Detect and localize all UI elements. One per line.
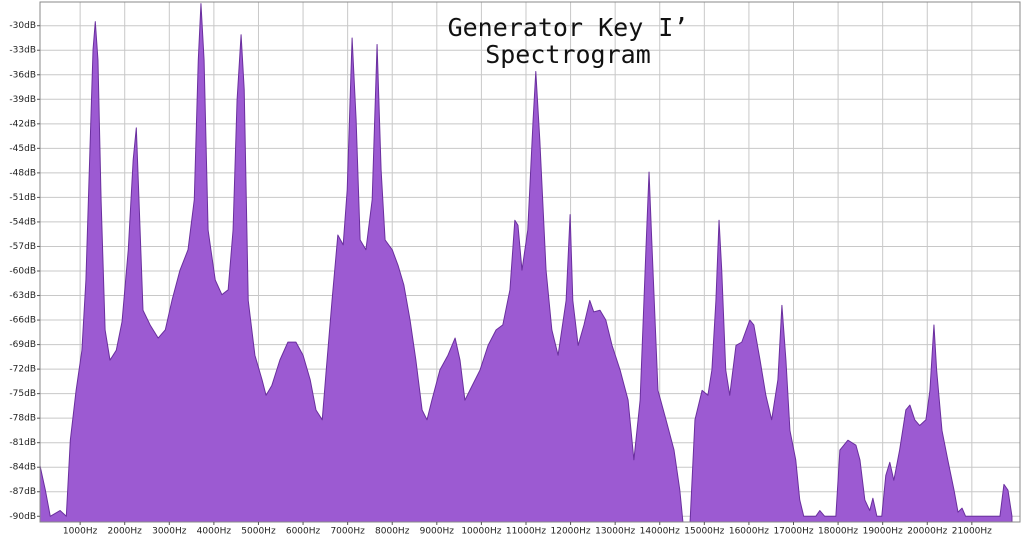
- x-tick-label: 12000Hz: [551, 527, 591, 537]
- y-tick-label: -36dB: [9, 70, 36, 80]
- y-tick-label: -87dB: [9, 487, 36, 497]
- y-tick-label: -51dB: [9, 193, 36, 203]
- y-tick-label: -45dB: [9, 144, 36, 154]
- y-tick-label: -63dB: [9, 291, 36, 301]
- y-tick-label: -60dB: [9, 266, 36, 276]
- y-tick-label: -69dB: [9, 340, 36, 350]
- y-tick-label: -75dB: [9, 389, 36, 399]
- y-tick-label: -81dB: [9, 438, 36, 448]
- y-tick-label: -39dB: [9, 95, 36, 105]
- x-tick-label: 8000Hz: [375, 527, 410, 537]
- x-tick-label: 11000Hz: [506, 527, 546, 537]
- y-tick-label: -57dB: [9, 242, 36, 252]
- spectrum-area: [39, 3, 1013, 523]
- x-tick-label: 5000Hz: [241, 527, 276, 537]
- y-tick-label: -42dB: [9, 119, 36, 129]
- y-tick-label: -33dB: [9, 46, 36, 56]
- y-tick-label: -84dB: [9, 463, 36, 473]
- chart-title: Spectrogram: [485, 40, 651, 69]
- y-tick-label: -66dB: [9, 316, 36, 326]
- x-tick-label: 7000Hz: [330, 527, 365, 537]
- x-tick-label: 20000Hz: [907, 527, 947, 537]
- chart-title: Generator Key I’: [448, 13, 689, 42]
- x-tick-label: 2000Hz: [108, 527, 143, 537]
- x-tick-label: 4000Hz: [197, 527, 232, 537]
- x-tick-label: 13000Hz: [595, 527, 635, 537]
- x-tick-label: 1000Hz: [63, 527, 98, 537]
- marks: [39, 3, 1013, 523]
- y-tick-label: -48dB: [9, 168, 36, 178]
- y-tick-label: -78dB: [9, 414, 36, 424]
- x-tick-label: 17000Hz: [773, 527, 813, 537]
- x-tick-label: 19000Hz: [863, 527, 903, 537]
- y-tick-label: -90dB: [9, 512, 36, 522]
- plot-frame: [39, 1, 1021, 523]
- x-tick-label: 15000Hz: [684, 527, 724, 537]
- y-tick-label: -54dB: [9, 217, 36, 227]
- x-tick-label: 21000Hz: [952, 527, 992, 537]
- x-tick-label: 3000Hz: [152, 527, 187, 537]
- x-tick-label: 18000Hz: [818, 527, 858, 537]
- labels: -30dB -33dB -36dB -39dB -42dB -45dB -48dB -51dB…: [9, 21, 992, 536]
- x-tick-label: 16000Hz: [729, 527, 769, 537]
- x-tick-label: 9000Hz: [420, 527, 455, 537]
- x-tick-label: 14000Hz: [640, 527, 680, 537]
- x-tick-label: 6000Hz: [286, 527, 321, 537]
- x-tick-label: 10000Hz: [461, 527, 501, 537]
- y-tick-label: -72dB: [9, 365, 36, 375]
- y-tick-label: -30dB: [9, 21, 36, 31]
